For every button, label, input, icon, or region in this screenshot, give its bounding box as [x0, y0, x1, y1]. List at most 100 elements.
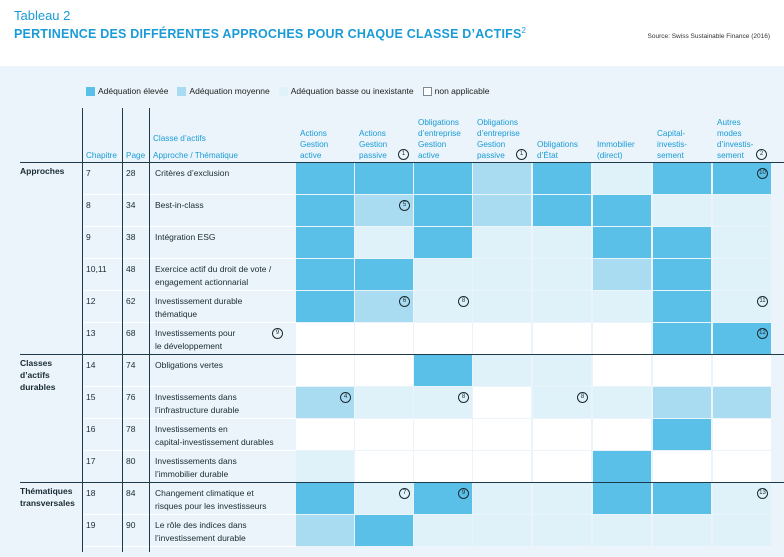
row-page: 48 [126, 264, 136, 274]
column-header-line: active [418, 151, 440, 160]
column-header-line: active [300, 151, 322, 160]
row-chapitre: 19 [86, 520, 96, 530]
heading-footnote: 2 [521, 26, 527, 35]
row-label: Le rôle des indices dans [155, 520, 247, 530]
table-cell [713, 195, 771, 226]
table-cell [533, 355, 591, 386]
section-label: Classes [20, 358, 53, 368]
table-cell [713, 419, 771, 450]
table-cell [296, 323, 354, 354]
table-cell [713, 227, 771, 258]
column-header-line: Obligations [418, 118, 459, 127]
table-cell [473, 323, 531, 354]
row-label: l’infrastructure durable [155, 405, 240, 415]
section-label: transversales [20, 498, 75, 508]
table-cell [593, 195, 651, 226]
table-cell [473, 259, 531, 290]
footnote-marker: 13 [757, 488, 768, 499]
table-cell [414, 323, 472, 354]
table-cell [355, 515, 413, 546]
row-chapitre: 15 [86, 392, 96, 402]
table-cell [653, 323, 711, 354]
row-label: Investissements pour [155, 328, 236, 338]
table-cell [533, 515, 591, 546]
column-header-line: modes [717, 129, 742, 138]
table-cell [653, 419, 711, 450]
table-cell [355, 163, 413, 194]
table-cell [473, 483, 531, 514]
row-label: engagement actionnarial [155, 277, 249, 287]
row-separator [82, 290, 296, 291]
row-page: 76 [126, 392, 136, 402]
table-cell [296, 163, 354, 194]
footnote-marker: 8 [577, 392, 588, 403]
table-cell [593, 323, 651, 354]
table-cell [414, 195, 472, 226]
table-cell [653, 387, 711, 418]
footnote-marker: 4 [340, 392, 351, 403]
table-cell [653, 483, 711, 514]
table-cell [653, 291, 711, 322]
footnote-marker: 10 [757, 168, 768, 179]
column-header-line: Autres [717, 118, 741, 127]
table-cell [473, 419, 531, 450]
column-header-line: Actions [359, 129, 386, 138]
column-header-chapitre: Chapitre [86, 151, 117, 160]
footnote-marker: 7 [399, 488, 410, 499]
legend-swatch [422, 86, 432, 96]
row-label: Best-in-class [155, 200, 204, 210]
column-header-classe: Classe d’actifs [153, 134, 206, 143]
table-cell [533, 483, 591, 514]
row-label: Investissement durable [155, 296, 243, 306]
row-chapitre: 10,11 [86, 264, 107, 274]
table-cell [653, 451, 711, 482]
row-label: Investissements en [155, 424, 228, 434]
table-cell [593, 419, 651, 450]
table-cell [713, 451, 771, 482]
row-label: capital-investissement durables [155, 437, 274, 447]
table-cell [296, 515, 354, 546]
row-label: thématique [155, 309, 198, 319]
column-header-line: Gestion [359, 140, 388, 149]
row-separator [82, 546, 296, 547]
row-separator [82, 386, 296, 387]
table-cell [653, 515, 711, 546]
legend-item: non applicable [422, 86, 490, 96]
row-label: risques pour les investisseurs [155, 501, 267, 511]
row-page: 68 [126, 328, 136, 338]
row-label: Investissements dans [155, 456, 237, 466]
row-chapitre: 14 [86, 360, 96, 370]
table-cell [533, 323, 591, 354]
row-label: l’immobilier durable [155, 469, 229, 479]
table-cell [473, 387, 531, 418]
row-separator [82, 450, 296, 451]
row-separator [82, 418, 296, 419]
legend-label: non applicable [434, 86, 490, 96]
table-cell [533, 291, 591, 322]
table-cell [414, 515, 472, 546]
footnote-marker: 8 [458, 392, 469, 403]
column-rule [122, 108, 123, 552]
legend-label: Adéquation basse ou inexistante [290, 86, 414, 96]
table-cell [414, 451, 472, 482]
row-label: Exercice actif du droit de vote / [155, 264, 272, 274]
table-cell [414, 227, 472, 258]
legend-swatch [278, 86, 288, 96]
table-cell [593, 227, 651, 258]
row-page: 78 [126, 424, 136, 434]
legend-item: Adéquation moyenne [177, 86, 270, 96]
row-label: Critères d’exclusion [155, 168, 230, 178]
column-rule [149, 108, 150, 552]
table-cell [355, 259, 413, 290]
column-header-line: sement [657, 151, 684, 160]
section-label: durables [20, 382, 56, 392]
table-cell [713, 355, 771, 386]
table-cell [593, 163, 651, 194]
row-page: 80 [126, 456, 136, 466]
row-label: Changement climatique et [155, 488, 254, 498]
column-header-line: d’État [537, 151, 558, 160]
row-page: 90 [126, 520, 136, 530]
table-cell [296, 419, 354, 450]
footnote-marker: 12 [757, 328, 768, 339]
table-cell [473, 291, 531, 322]
